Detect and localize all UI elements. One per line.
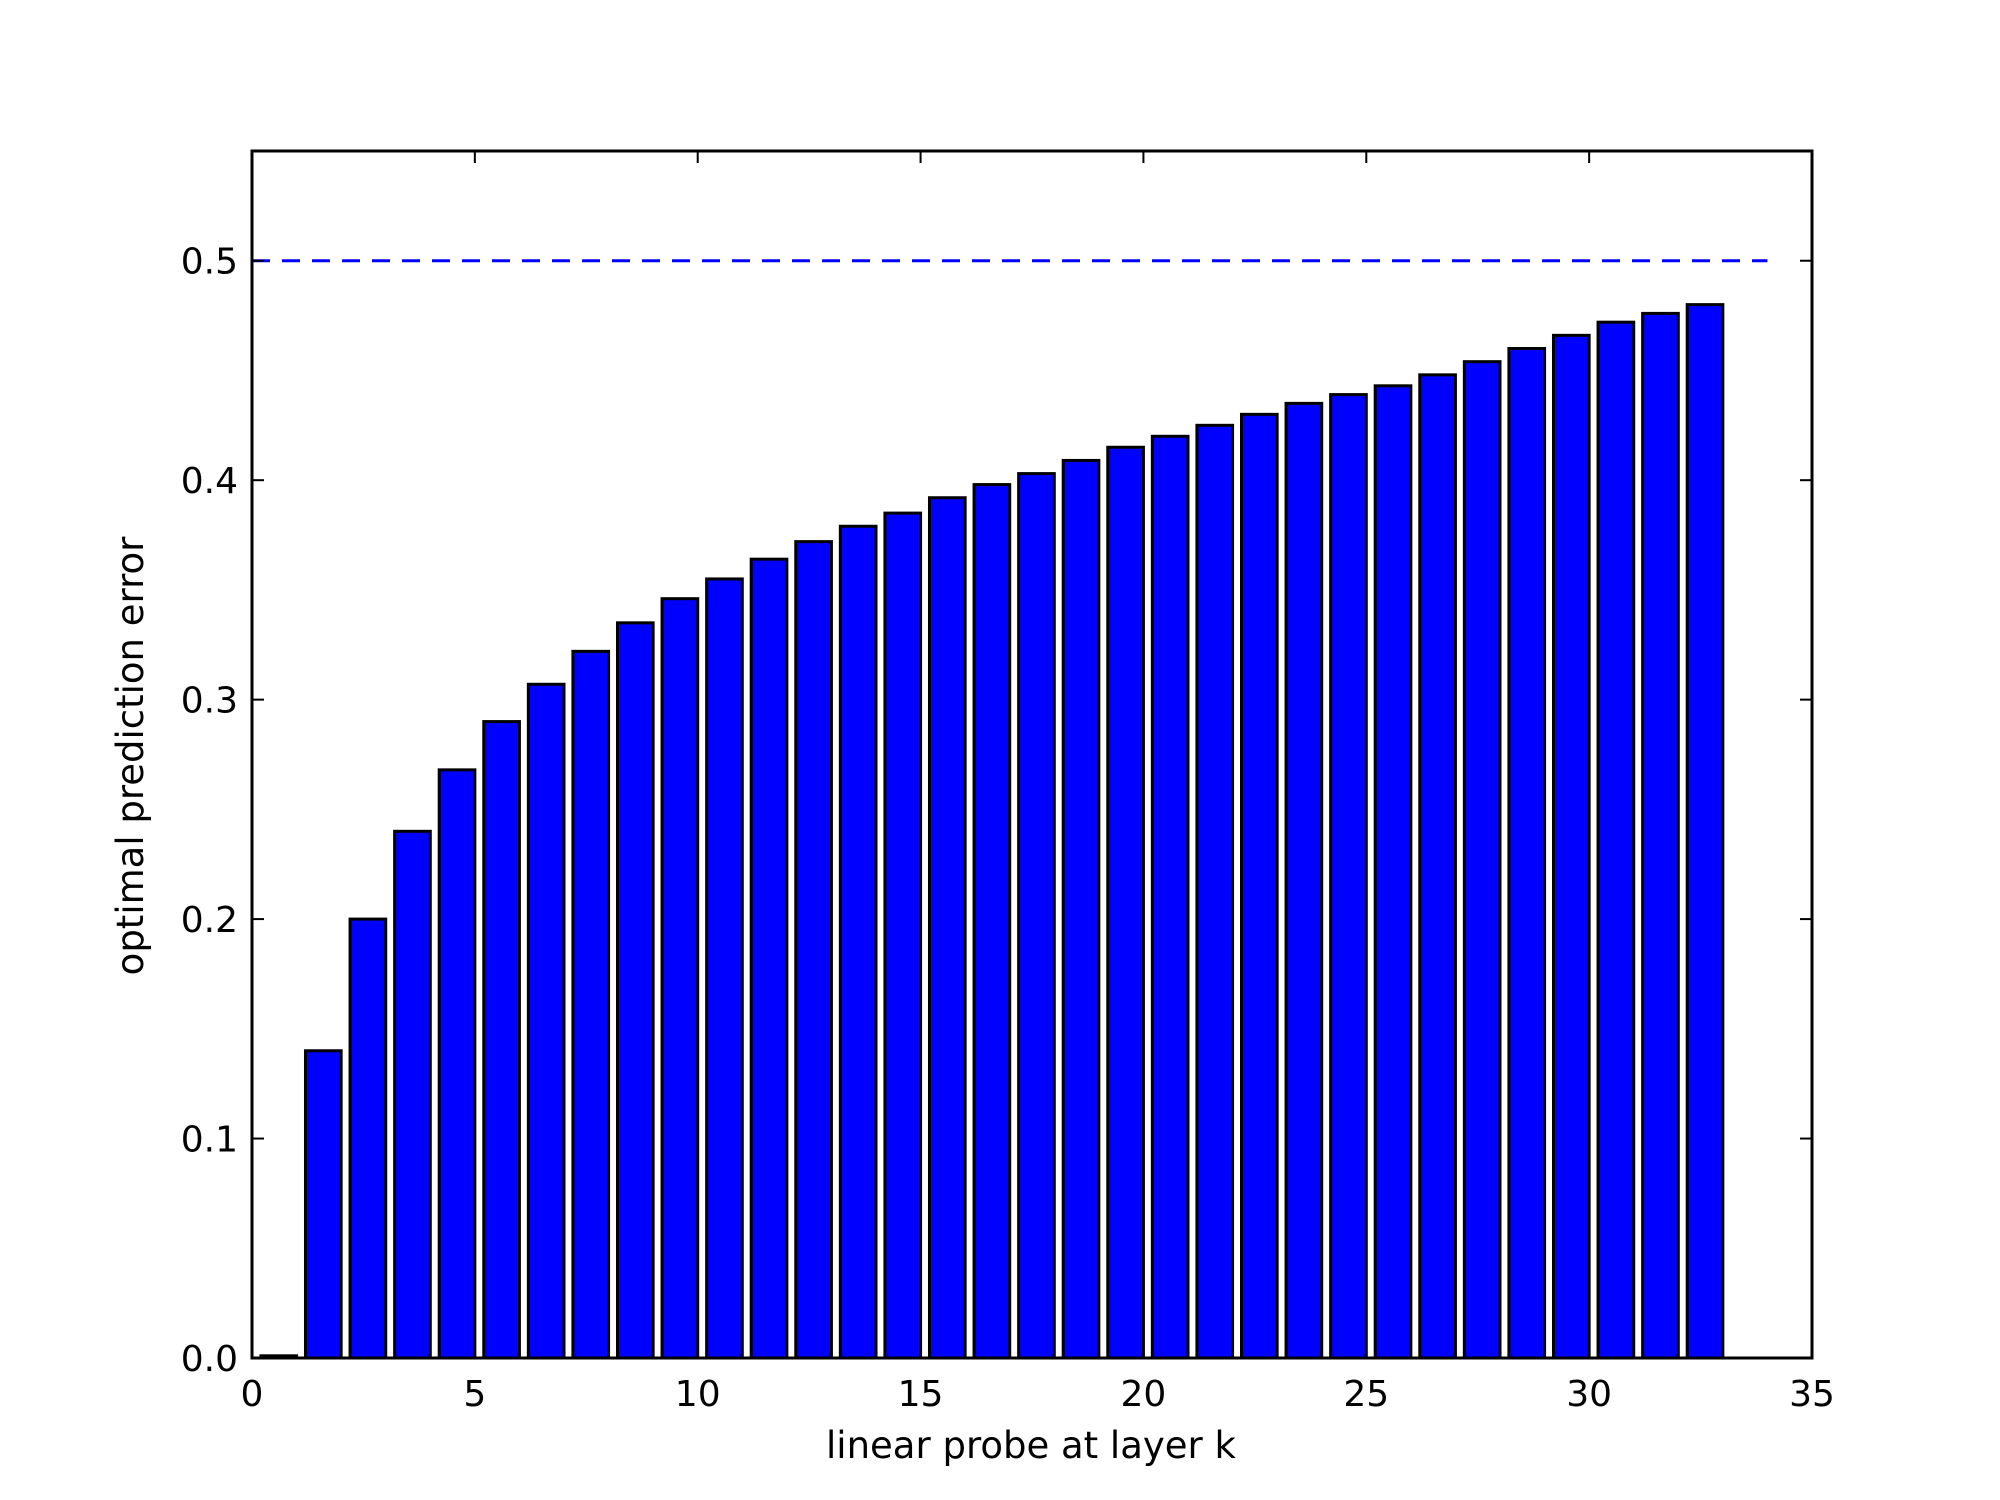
bar-7 — [571, 649, 611, 1360]
x-tick-label-0: 0 — [241, 1374, 264, 1415]
bar-20 — [1150, 434, 1190, 1360]
bar-4 — [437, 768, 477, 1360]
bar-11 — [749, 557, 789, 1360]
bar-21 — [1195, 423, 1235, 1360]
bar-6 — [526, 682, 566, 1360]
bar-10 — [705, 577, 744, 1360]
bars-layer — [259, 303, 1725, 1360]
bar-31 — [1641, 311, 1680, 1360]
y-tick-label-0.3: 0.3 — [181, 681, 238, 722]
x-tick-label-25: 25 — [1343, 1374, 1389, 1415]
bar-24 — [1329, 393, 1368, 1360]
x-tick-label-10: 10 — [675, 1374, 721, 1415]
y-tick-label-0.1: 0.1 — [181, 1120, 238, 1161]
bar-28 — [1507, 347, 1547, 1360]
bar-29 — [1551, 333, 1591, 1360]
x-tick-label-5: 5 — [463, 1374, 486, 1415]
bar-15 — [927, 496, 967, 1360]
x-tick-label-35: 35 — [1789, 1374, 1835, 1415]
x-axis-label: linear probe at layer k — [826, 1424, 1236, 1467]
bar-26 — [1418, 373, 1457, 1360]
y-ticks: 0.0 0.1 0.2 0.3 0.4 0.5 — [181, 242, 1812, 1380]
bar-3 — [393, 829, 432, 1360]
plot-frame — [250, 149, 1814, 1360]
bar-22 — [1239, 412, 1279, 1360]
bar-16 — [972, 483, 1012, 1360]
bar-25 — [1373, 384, 1413, 1360]
bar-2 — [348, 917, 388, 1360]
bar-14 — [883, 511, 923, 1360]
bar-9 — [660, 597, 700, 1360]
y-tick-label-0.5: 0.5 — [181, 242, 238, 283]
bar-13 — [838, 524, 878, 1360]
bar-12 — [794, 540, 833, 1360]
bar-8 — [615, 621, 655, 1360]
bar-32 — [1685, 303, 1725, 1360]
y-tick-label-0.2: 0.2 — [181, 900, 238, 941]
bar-30 — [1596, 320, 1636, 1360]
bar-17 — [1017, 472, 1056, 1360]
bar-5 — [482, 720, 521, 1360]
x-tick-label-20: 20 — [1121, 1374, 1167, 1415]
x-tick-label-15: 15 — [898, 1374, 944, 1415]
bar-19 — [1106, 445, 1145, 1360]
bar-1 — [303, 1049, 343, 1360]
y-axis-label: optimal prediction error — [109, 536, 152, 975]
bar-18 — [1061, 458, 1101, 1360]
x-ticks: 0 5 10 15 20 25 30 35 — [241, 151, 1835, 1415]
bar-23 — [1284, 401, 1324, 1360]
x-tick-label-30: 30 — [1566, 1374, 1612, 1415]
bar-27 — [1462, 360, 1502, 1360]
y-tick-label-0.4: 0.4 — [181, 461, 238, 502]
y-tick-label-0.0: 0.0 — [181, 1339, 238, 1380]
axes-layer — [250, 149, 1814, 1360]
